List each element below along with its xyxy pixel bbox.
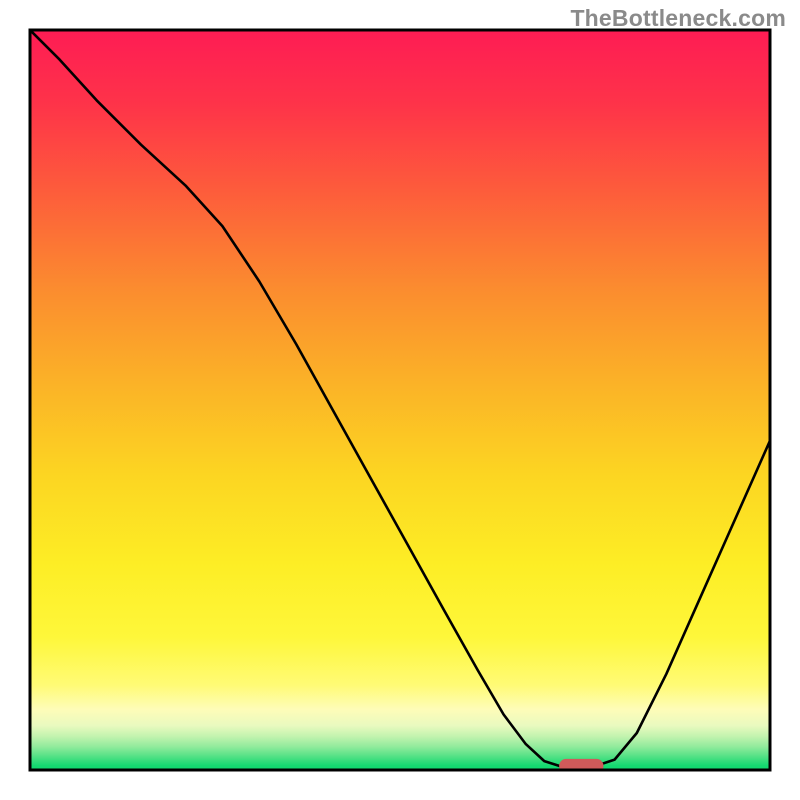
bottleneck-chart (0, 0, 800, 800)
gradient-background (30, 30, 770, 770)
watermark-text: TheBottleneck.com (570, 5, 786, 32)
